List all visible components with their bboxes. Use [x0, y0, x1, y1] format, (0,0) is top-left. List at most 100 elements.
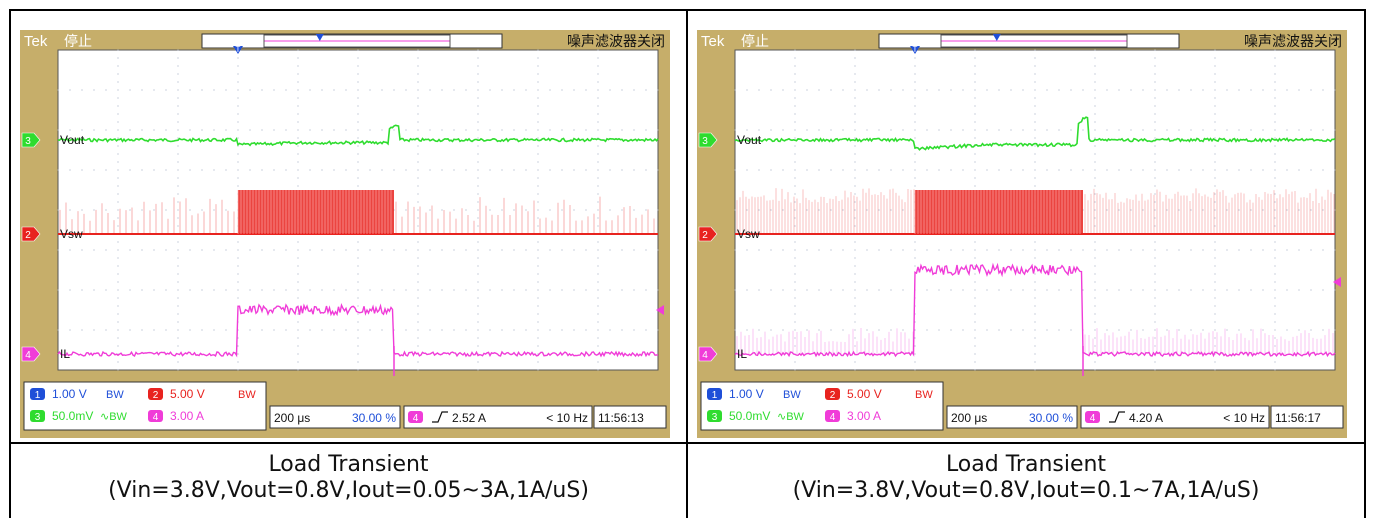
grid-dot [477, 81, 479, 83]
grid-dot [369, 289, 371, 291]
grid-dot [794, 169, 796, 171]
grid-dot [537, 337, 539, 339]
grid-dot [417, 81, 419, 83]
grid-dot [1334, 209, 1336, 211]
grid-dot [429, 329, 431, 331]
horizontal-position: 30.00 % [1029, 411, 1073, 425]
vsw-channel-label: Vsw [737, 227, 760, 241]
grid-dot [1310, 289, 1312, 291]
grid-dot [597, 89, 599, 91]
trace-vsw [58, 190, 658, 235]
grid-dot [237, 281, 239, 283]
grid-dot [794, 217, 796, 219]
grid-dot [417, 305, 419, 307]
grid-dot [1238, 329, 1240, 331]
grid-dot [914, 73, 916, 75]
grid-dot [998, 289, 1000, 291]
ch4-scale: 3.00 A [847, 409, 881, 423]
grid-dot [818, 289, 820, 291]
grid-dot [1298, 249, 1300, 251]
grid-dot [1034, 257, 1036, 259]
grid-dot [1214, 49, 1216, 51]
grid-dot [878, 249, 880, 251]
grid-dot [477, 321, 479, 323]
grid-dot [914, 177, 916, 179]
grid-dot [1094, 257, 1096, 259]
grid-dot [153, 289, 155, 291]
grid-dot [866, 209, 868, 211]
grid-dot [297, 185, 299, 187]
grid-dot [1154, 241, 1156, 243]
grid-dot [297, 369, 299, 371]
grid-dot [1214, 329, 1216, 331]
grid-dot [357, 369, 359, 371]
grid-dot [1034, 153, 1036, 155]
grid-dot [213, 289, 215, 291]
grid-dot [609, 209, 611, 211]
timebase-box [269, 405, 401, 429]
trace-vsw [735, 188, 1335, 235]
grid-dot [525, 329, 527, 331]
grid-dot [1274, 73, 1276, 75]
vout-waveform [57, 124, 659, 147]
grid-dot [1154, 305, 1156, 307]
grid-dot [117, 137, 119, 139]
grid-dot [782, 89, 784, 91]
grid-dot [1166, 209, 1168, 211]
grid-dot [794, 65, 796, 67]
grid-dot [585, 289, 587, 291]
grid-dot [621, 249, 623, 251]
grid-dot [537, 257, 539, 259]
grid-dot [537, 225, 539, 227]
grid-dot [830, 329, 832, 331]
grid-dot [237, 257, 239, 259]
grid-dot [1226, 89, 1228, 91]
grid-dot [1082, 249, 1084, 251]
grid-dot [1142, 249, 1144, 251]
grid-dot [1274, 329, 1276, 331]
grid-dot [429, 249, 431, 251]
grid-dot [129, 129, 131, 131]
grid-dot [1094, 57, 1096, 59]
grid-dot [261, 289, 263, 291]
grid-dot [609, 89, 611, 91]
grid-dot [1010, 129, 1012, 131]
grid-dot [489, 249, 491, 251]
grid-dot [878, 89, 880, 91]
grid-dot [794, 329, 796, 331]
grid-dot [1034, 97, 1036, 99]
grid-dot [357, 297, 359, 299]
grid-dot [357, 49, 359, 51]
grid-dot [854, 185, 856, 187]
grid-dot [830, 89, 832, 91]
grid-dot [1094, 177, 1096, 179]
grid-dot [914, 185, 916, 187]
grid-dot [513, 89, 515, 91]
grid-dot [537, 321, 539, 323]
grid-dot [1082, 89, 1084, 91]
grid-dot [537, 121, 539, 123]
grid-dot [129, 329, 131, 331]
grid-dot [1274, 185, 1276, 187]
ch1-bw: BW [106, 389, 124, 401]
grid-dot [117, 257, 119, 259]
grid-dot [297, 97, 299, 99]
grid-dot [962, 129, 964, 131]
grid-dot [549, 289, 551, 291]
grid-dot [633, 169, 635, 171]
grid-dot [1034, 129, 1036, 131]
grid-dot [1142, 329, 1144, 331]
grid-dot [117, 249, 119, 251]
grid-dot [758, 129, 760, 131]
grid-dot [794, 209, 796, 211]
grid-dot [974, 121, 976, 123]
grid-dot [177, 105, 179, 107]
grid-dot [1094, 289, 1096, 291]
grid-dot [1334, 169, 1336, 171]
grid-dot [237, 89, 239, 91]
grid-dot [1250, 169, 1252, 171]
grid-dot [914, 249, 916, 251]
grid-dot [297, 241, 299, 243]
grid-dot [177, 369, 179, 371]
grid-dot [321, 329, 323, 331]
